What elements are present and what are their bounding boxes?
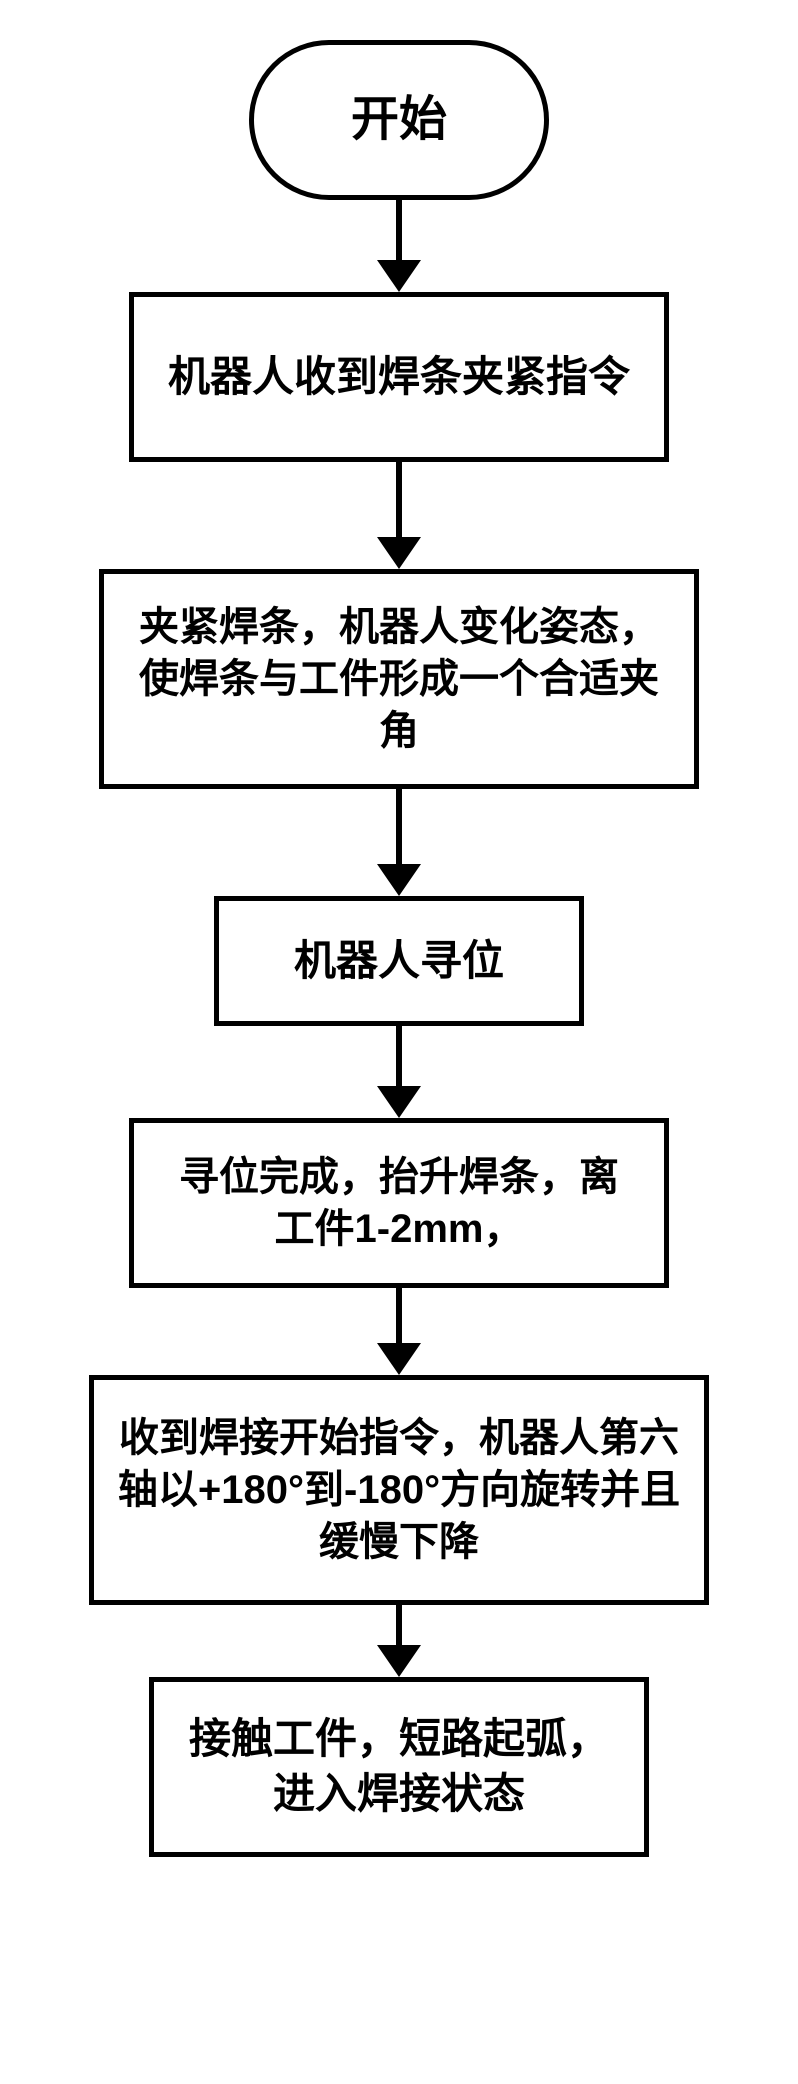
flow-arrow	[377, 1605, 421, 1677]
arrow-line	[396, 462, 402, 537]
arrow-line	[396, 1605, 402, 1645]
arrow-line	[396, 1026, 402, 1086]
flow-arrow	[377, 1288, 421, 1375]
flow-node-rotate: 收到焊接开始指令，机器人第六轴以+180°到-180°方向旋转并且缓慢下降	[89, 1375, 709, 1605]
arrow-line	[396, 1288, 402, 1343]
flow-node-receive: 机器人收到焊条夹紧指令	[129, 292, 669, 462]
flow-node-start: 开始	[249, 40, 549, 200]
arrow-head-icon	[377, 864, 421, 896]
arrow-head-icon	[377, 1343, 421, 1375]
flow-node-locate: 机器人寻位	[214, 896, 584, 1026]
flow-node-clamp: 夹紧焊条，机器人变化姿态，使焊条与工件形成一个合适夹角	[99, 569, 699, 789]
flow-arrow	[377, 462, 421, 569]
flowchart-container: 开始机器人收到焊条夹紧指令夹紧焊条，机器人变化姿态，使焊条与工件形成一个合适夹角…	[20, 40, 778, 1857]
flow-arrow	[377, 789, 421, 896]
flow-arrow	[377, 200, 421, 292]
flow-node-contact: 接触工件，短路起弧，进入焊接状态	[149, 1677, 649, 1857]
flow-node-lift: 寻位完成，抬升焊条，离工件1-2mm，	[129, 1118, 669, 1288]
arrow-head-icon	[377, 537, 421, 569]
arrow-head-icon	[377, 1645, 421, 1677]
arrow-line	[396, 200, 402, 260]
flow-arrow	[377, 1026, 421, 1118]
arrow-head-icon	[377, 260, 421, 292]
arrow-line	[396, 789, 402, 864]
arrow-head-icon	[377, 1086, 421, 1118]
